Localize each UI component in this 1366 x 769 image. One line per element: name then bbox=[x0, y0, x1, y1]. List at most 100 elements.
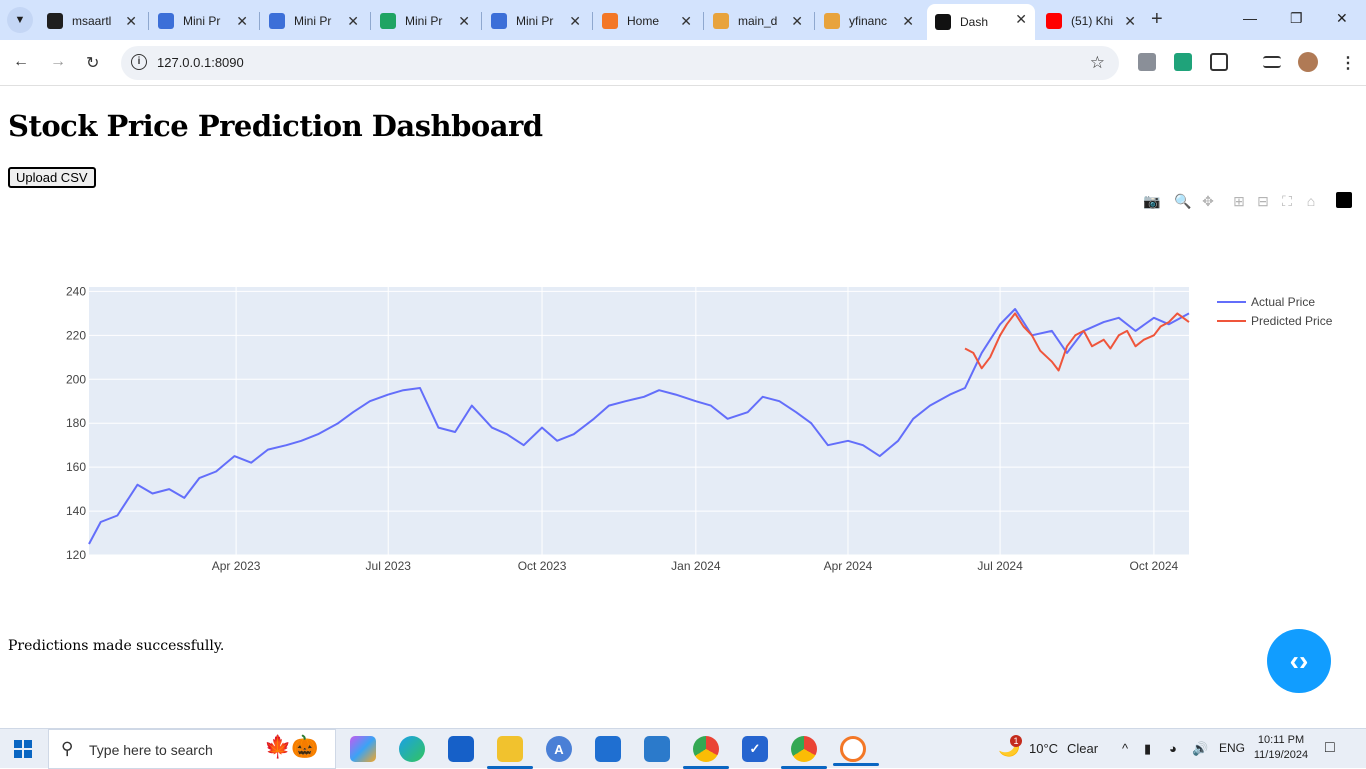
google-sites-icon bbox=[158, 13, 174, 29]
jupyter-taskbar-icon[interactable] bbox=[833, 736, 879, 766]
mail-icon[interactable] bbox=[595, 736, 621, 762]
tab-close-icon[interactable]: ✕ bbox=[1124, 13, 1136, 29]
reload-icon[interactable]: ↻ bbox=[86, 55, 100, 72]
tab-close-icon[interactable]: ✕ bbox=[680, 13, 692, 29]
site-info-icon[interactable]: i bbox=[131, 54, 147, 70]
browser-tab[interactable]: msaartl ✕ bbox=[41, 6, 145, 36]
tab-title: main_d bbox=[738, 14, 778, 28]
search-icon: ⚲ bbox=[61, 739, 74, 758]
y-tick-label: 240 bbox=[66, 284, 86, 298]
tab-close-icon[interactable]: ✕ bbox=[125, 13, 137, 29]
copilot-icon[interactable] bbox=[350, 736, 376, 762]
plotly-dash-icon bbox=[935, 14, 951, 30]
close-window-icon[interactable]: ✕ bbox=[1336, 10, 1348, 26]
address-bar[interactable]: i 127.0.0.1:8090 ☆ bbox=[121, 46, 1119, 80]
pan-icon[interactable]: ✥ bbox=[1202, 193, 1214, 209]
profile-avatar[interactable] bbox=[1298, 52, 1318, 72]
google-sites-icon bbox=[491, 13, 507, 29]
url-text[interactable]: 127.0.0.1:8090 bbox=[157, 55, 244, 70]
x-tick-label: Jul 2023 bbox=[366, 559, 412, 573]
kebab-menu-icon[interactable]: ⋮ bbox=[1340, 55, 1356, 72]
upload-csv-button[interactable]: Upload CSV bbox=[8, 167, 96, 188]
zoom-icon[interactable]: 🔍 bbox=[1174, 193, 1192, 209]
x-tick-label: Oct 2023 bbox=[518, 559, 567, 573]
windows-start-icon[interactable] bbox=[14, 740, 32, 758]
browser-tab[interactable]: Mini Pr ✕ bbox=[374, 6, 478, 36]
chart-gridlines bbox=[89, 287, 1189, 556]
browser-tab[interactable]: Dash ✕ bbox=[927, 4, 1035, 40]
tab-close-icon[interactable]: ✕ bbox=[458, 13, 470, 29]
browser-tab[interactable]: Mini Pr ✕ bbox=[152, 6, 256, 36]
wifi-icon[interactable]: ◕ bbox=[1169, 741, 1177, 756]
zoom-out-icon[interactable]: ⊟ bbox=[1257, 193, 1269, 209]
vscode-icon[interactable] bbox=[644, 736, 670, 762]
restore-icon[interactable]: ❐ bbox=[1290, 10, 1303, 26]
tab-close-icon[interactable]: ✕ bbox=[236, 13, 248, 29]
tab-title: msaartl bbox=[72, 14, 112, 28]
legend-label[interactable]: Predicted Price bbox=[1251, 314, 1333, 328]
google-drive-icon bbox=[380, 13, 396, 29]
bookmark-star-icon[interactable]: ☆ bbox=[1089, 53, 1105, 72]
chevron-up-icon[interactable]: ^ bbox=[1122, 741, 1129, 756]
browser-tab[interactable]: Home ✕ bbox=[596, 6, 700, 36]
tab-separator bbox=[370, 12, 371, 30]
media-control-icon[interactable] bbox=[1263, 56, 1281, 68]
language-indicator[interactable]: ENG bbox=[1219, 741, 1246, 755]
browser-tab[interactable]: yfinanc ✕ bbox=[818, 6, 922, 36]
browser-tab[interactable]: main_d ✕ bbox=[707, 6, 811, 36]
actual-price-line[interactable] bbox=[88, 308, 1190, 545]
taskbar-search-box[interactable]: ⚲ Type here to search 🍁🎃 bbox=[48, 729, 336, 769]
legend-label[interactable]: Actual Price bbox=[1251, 295, 1315, 309]
x-axis-ticks: Apr 2023 Jul 2023 Oct 2023 Jan 2024 Apr 2024… bbox=[212, 559, 1179, 573]
windows-taskbar: ⚲ Type here to search 🍁🎃 A ✓ 🌙 1 10°C Cl… bbox=[0, 728, 1366, 769]
back-arrow-icon[interactable]: ← bbox=[13, 53, 29, 70]
x-tick-label: Apr 2023 bbox=[212, 559, 261, 573]
camera-icon[interactable]: 📷 bbox=[1143, 193, 1161, 209]
autoscale-icon[interactable]: ⛶ bbox=[1282, 193, 1292, 209]
edge-icon[interactable] bbox=[399, 736, 425, 762]
browser-tab[interactable]: (51) Khi ✕ bbox=[1040, 6, 1144, 36]
google-sites-icon bbox=[269, 13, 285, 29]
tab-close-icon[interactable]: ✕ bbox=[1015, 11, 1027, 27]
weather-text[interactable]: Clear bbox=[1067, 741, 1099, 756]
dash-devtools-button[interactable]: ‹› bbox=[1267, 629, 1331, 693]
todo-icon[interactable]: ✓ bbox=[742, 736, 768, 762]
taskbar-clock[interactable]: 10:11 PM 11/19/2024 bbox=[1250, 733, 1312, 763]
weather-temp[interactable]: 10°C bbox=[1029, 741, 1059, 756]
minimize-icon[interactable]: — bbox=[1243, 10, 1257, 26]
github-icon bbox=[47, 13, 63, 29]
chrome-profile-icon[interactable] bbox=[781, 736, 827, 769]
volume-icon[interactable]: 🔊 bbox=[1192, 741, 1209, 756]
plot-area bbox=[89, 287, 1189, 555]
reset-axes-icon[interactable]: ⌂ bbox=[1306, 193, 1316, 209]
extension-profile-icon[interactable] bbox=[1138, 53, 1156, 71]
predicted-price-line[interactable] bbox=[964, 312, 1190, 372]
battery-icon[interactable]: ▮ bbox=[1144, 741, 1152, 756]
zoom-in-icon[interactable]: ⊞ bbox=[1233, 193, 1245, 209]
x-tick-label: Apr 2024 bbox=[824, 559, 873, 573]
tab-close-icon[interactable]: ✕ bbox=[791, 13, 803, 29]
tab-search-dropdown-icon[interactable]: ▼ bbox=[7, 7, 33, 33]
x-tick-label: Oct 2024 bbox=[1130, 559, 1179, 573]
tab-close-icon[interactable]: ✕ bbox=[347, 13, 359, 29]
chrome-icon[interactable] bbox=[683, 736, 729, 769]
tab-title: (51) Khi bbox=[1071, 14, 1113, 28]
tab-title: Home bbox=[627, 14, 660, 28]
clock-time: 10:11 PM bbox=[1257, 734, 1305, 746]
notifications-icon[interactable]: □ bbox=[1325, 739, 1335, 756]
extensions-puzzle-icon[interactable] bbox=[1210, 53, 1228, 71]
extension-mail-icon[interactable] bbox=[1174, 53, 1192, 71]
chart-legend[interactable]: Actual Price Predicted Price bbox=[1217, 295, 1333, 328]
forward-arrow-icon[interactable]: → bbox=[50, 53, 66, 70]
browser-tab[interactable]: Mini Pr ✕ bbox=[263, 6, 367, 36]
tab-close-icon[interactable]: ✕ bbox=[569, 13, 581, 29]
plotly-logo-icon[interactable] bbox=[1336, 192, 1352, 208]
microsoft-store-icon[interactable] bbox=[448, 736, 474, 762]
browser-tab[interactable]: Mini Pr ✕ bbox=[485, 6, 589, 36]
tab-close-icon[interactable]: ✕ bbox=[902, 13, 914, 29]
new-tab-icon[interactable]: + bbox=[1151, 8, 1163, 30]
chart-series bbox=[88, 308, 1190, 545]
tab-separator bbox=[814, 12, 815, 30]
file-explorer-icon[interactable] bbox=[487, 736, 533, 769]
app-a-icon[interactable]: A bbox=[546, 736, 572, 762]
